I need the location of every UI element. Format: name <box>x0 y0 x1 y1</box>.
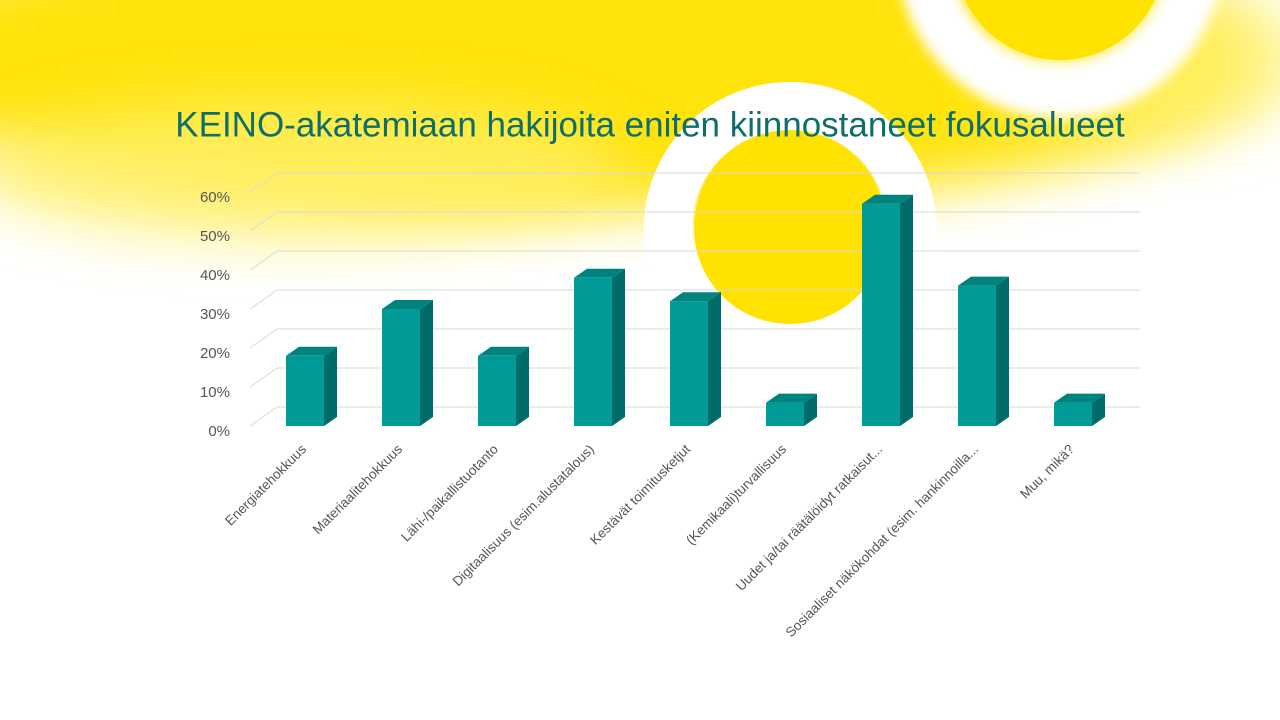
chart-title: KEINO-akatemiaan hakijoita eniten kiinno… <box>175 105 1125 144</box>
bar-front <box>958 285 996 426</box>
bar <box>1054 393 1105 426</box>
bar-front <box>1054 402 1092 426</box>
bar-front <box>574 277 612 426</box>
bar-side <box>708 292 721 426</box>
bar-side <box>804 393 817 426</box>
y-tick-label: 60% <box>200 189 230 206</box>
y-tick-label: 20% <box>200 345 230 362</box>
grid-line <box>249 211 1140 232</box>
bar <box>670 292 721 426</box>
y-tick-label: 40% <box>200 267 230 284</box>
bar-front <box>862 203 900 426</box>
x-tick-label: Lähi-/paikallistuotanto <box>398 442 501 545</box>
bar <box>574 268 625 426</box>
bar-side <box>1092 393 1105 426</box>
bar <box>958 276 1009 426</box>
grid-line <box>249 328 1140 349</box>
bar <box>382 300 433 426</box>
bar-side <box>900 194 913 426</box>
x-tick-label: (Kemikaali)turvallisuus <box>683 441 789 547</box>
bar <box>286 346 337 426</box>
bar <box>862 194 913 426</box>
x-tick-label: Materiaalitehokkuus <box>310 441 406 537</box>
bar-side <box>420 300 433 426</box>
y-tick-label: 10% <box>200 384 230 401</box>
background <box>0 0 1280 374</box>
grid-line <box>249 172 1140 193</box>
bar-top <box>478 346 529 356</box>
grid-line <box>249 289 1140 310</box>
bar-top <box>958 276 1009 286</box>
x-tick-label: Kestävät toimitusketjut <box>587 441 693 547</box>
bar-side <box>324 346 337 426</box>
bar-front <box>382 309 420 426</box>
y-tick-label: 30% <box>200 306 230 323</box>
bar <box>478 346 529 426</box>
bar-top <box>1054 393 1105 403</box>
x-tick-label: Energiatehokkuus <box>222 441 309 528</box>
bar-side <box>516 346 529 426</box>
y-tick-label: 0% <box>208 423 230 440</box>
bar-top <box>286 346 337 356</box>
y-tick-label: 50% <box>200 228 230 245</box>
grid-line <box>249 367 1140 388</box>
bar-front <box>766 402 804 426</box>
bar <box>766 393 817 426</box>
bar-front <box>286 355 324 426</box>
bar-top <box>670 292 721 302</box>
grid-line <box>249 406 1140 427</box>
bar-top <box>862 194 913 204</box>
x-tick-label: Muu, mikä? <box>1017 442 1077 502</box>
grid-line <box>249 250 1140 271</box>
bar-front <box>478 355 516 426</box>
bar-top <box>382 300 433 309</box>
x-tick-label: Sosiaaliset näkökohdat (esim. hankinnoil… <box>783 442 981 640</box>
bar-side <box>996 276 1009 426</box>
bar-front <box>670 301 708 426</box>
bar-top <box>766 393 817 403</box>
bar-side <box>612 268 625 426</box>
bar-top <box>574 268 625 278</box>
